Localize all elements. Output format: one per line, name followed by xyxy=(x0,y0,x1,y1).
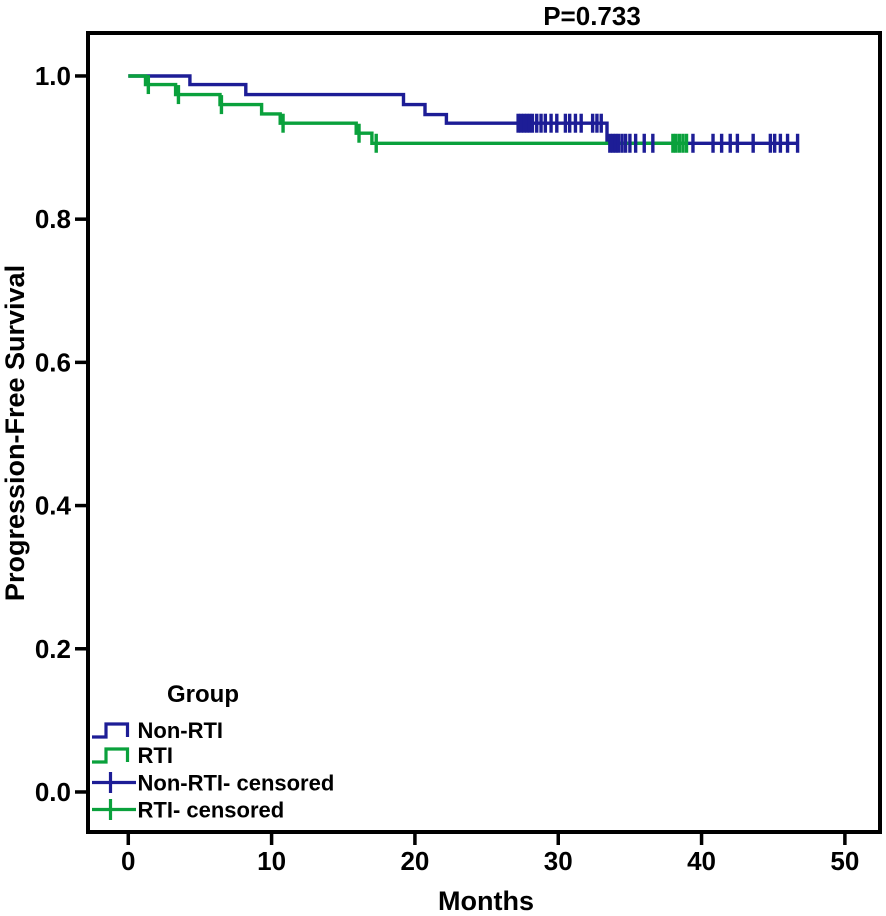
y-axis: 0.0 0.2 0.4 0.6 0.8 1.0 xyxy=(35,61,88,807)
y-tick-label: 0.2 xyxy=(35,634,71,664)
y-tick-label: 1.0 xyxy=(35,61,71,91)
legend-item-rti: RTI xyxy=(92,743,173,768)
x-tick-label: 40 xyxy=(687,846,716,876)
x-tick-label: 30 xyxy=(544,846,573,876)
legend-item-non-rti-censored: Non-RTI- censored xyxy=(92,771,334,796)
survival-curves xyxy=(128,74,798,145)
y-tick-label: 0.0 xyxy=(35,777,71,807)
legend-step-symbol-rti xyxy=(92,747,130,764)
x-tick-label: 50 xyxy=(830,846,859,876)
legend-label-non-rti-censored: Non-RTI- censored xyxy=(138,771,335,796)
x-tick-label: 10 xyxy=(257,846,286,876)
x-tick-label: 20 xyxy=(400,846,429,876)
x-axis-title: Months xyxy=(438,886,534,916)
x-tick-label: 0 xyxy=(121,846,135,876)
x-axis: 0 10 20 30 40 50 xyxy=(121,832,859,876)
survival-curve-non-rti xyxy=(128,74,798,145)
y-tick-label: 0.8 xyxy=(35,204,71,234)
legend-label-rti-censored: RTI- censored xyxy=(138,798,285,823)
plot-area-border xyxy=(86,31,882,834)
p-value-title: P=0.733 xyxy=(543,1,641,31)
y-axis-title: Progression-Free Survival xyxy=(0,265,30,601)
legend-label-rti: RTI xyxy=(138,743,173,768)
legend-item-rti-censored: RTI- censored xyxy=(92,798,284,823)
survival-curve-rti xyxy=(128,74,688,145)
legend-title: Group xyxy=(167,681,239,708)
legend-label-non-rti: Non-RTI xyxy=(138,718,224,743)
legend-item-non-rti: Non-RTI xyxy=(92,718,223,743)
y-tick-label: 0.6 xyxy=(35,347,71,377)
y-tick-label: 0.4 xyxy=(35,491,72,521)
legend-step-symbol-non-rti xyxy=(92,722,130,739)
censor-marks xyxy=(146,75,800,153)
